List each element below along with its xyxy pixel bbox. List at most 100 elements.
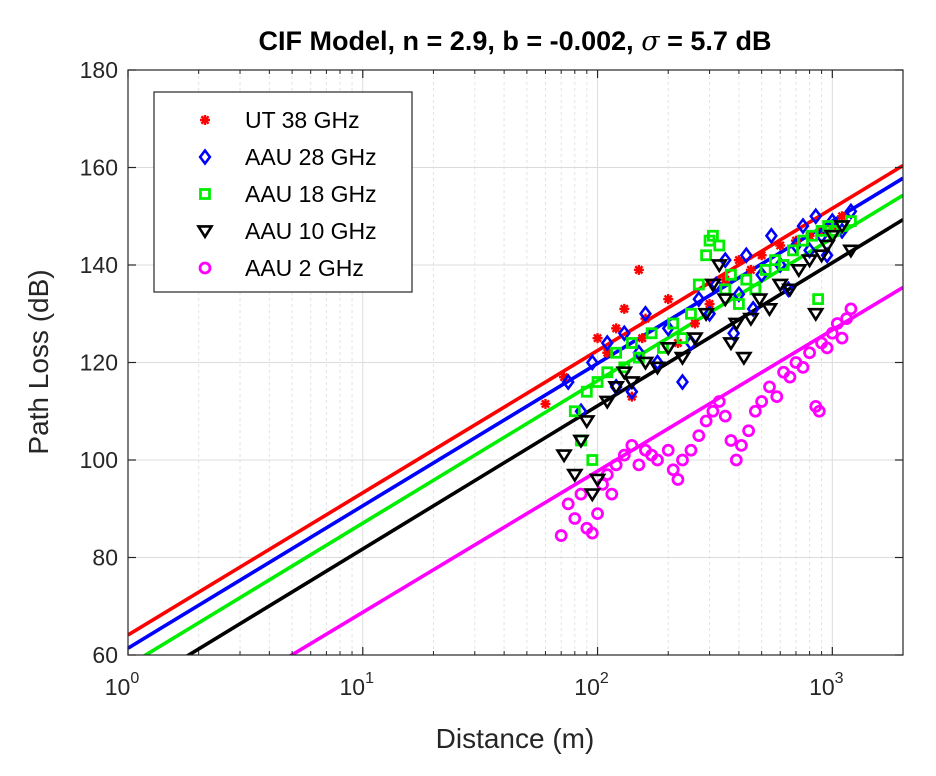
data-point: [636, 356, 655, 371]
data-point: [712, 395, 726, 408]
data-point: [725, 268, 737, 281]
x-tick-label: 100: [105, 670, 140, 700]
fit-line: [128, 164, 903, 637]
data-point: [673, 351, 692, 366]
data-point: [689, 318, 700, 329]
data-point: [598, 395, 617, 410]
y-tick-label: 100: [80, 447, 118, 473]
data-point: [812, 293, 825, 306]
data-point: [844, 302, 858, 316]
y-tick-label: 80: [92, 545, 118, 571]
data-point: [820, 246, 834, 264]
data-point: [592, 333, 603, 344]
data-point: [840, 312, 853, 326]
data-point: [633, 264, 644, 275]
data-point: [610, 346, 623, 359]
data-point: [729, 453, 743, 467]
chart-title-suffix: = 5.7 dB: [667, 26, 771, 56]
data-point: [842, 244, 860, 259]
y-tick-label: 140: [80, 252, 118, 278]
data-point: [716, 293, 735, 308]
data-point: [675, 373, 689, 391]
data-point: [740, 273, 753, 286]
legend-label: UT 38 GHz: [245, 107, 360, 133]
data-point: [588, 473, 607, 488]
y-axis-label: Path Loss (dB): [23, 269, 54, 454]
data-point: [800, 254, 819, 269]
data-point: [605, 487, 619, 501]
data-point: [703, 305, 717, 323]
data-point: [823, 229, 842, 245]
data-point: [659, 342, 678, 357]
data-point: [742, 424, 756, 438]
data-point: [775, 240, 786, 251]
data-point: [722, 337, 740, 352]
data-point: [692, 290, 706, 308]
data-point: [830, 317, 844, 330]
data-point: [764, 227, 778, 245]
data-point: [600, 334, 614, 352]
legend-entry: AAU 2 GHz: [198, 255, 364, 281]
legend-box: [153, 91, 413, 293]
data-point: [697, 307, 715, 323]
data-point: [601, 366, 614, 379]
data-point: [574, 487, 588, 501]
data-point: [661, 319, 675, 338]
axes-frame: [127, 69, 904, 656]
data-point: [796, 217, 810, 235]
data-point: [586, 454, 599, 466]
data-point: [742, 312, 760, 327]
data-point: [666, 463, 680, 477]
data-point: [724, 434, 738, 447]
data-point: [645, 327, 658, 340]
data-point: [661, 443, 675, 457]
data-point: [540, 398, 551, 409]
data-point: [638, 305, 652, 323]
data-point: [739, 246, 753, 264]
data-point: [745, 264, 756, 275]
data-point: [685, 307, 697, 320]
data-point: [735, 351, 753, 366]
data-point: [803, 346, 816, 360]
data-point: [818, 239, 836, 254]
data-point: [554, 529, 568, 542]
x-tick-label: 101: [340, 670, 375, 700]
data-point: [692, 278, 705, 291]
data-point: [619, 303, 630, 314]
y-tick-label: 180: [80, 57, 118, 83]
data-point: [667, 317, 680, 330]
data-point: [783, 370, 797, 384]
data-point: [648, 361, 667, 376]
data-point: [671, 473, 685, 486]
data-point: [756, 250, 767, 261]
data-point: [735, 438, 748, 452]
data-point: [568, 405, 581, 418]
data-point: [773, 256, 787, 274]
data-point: [617, 324, 631, 342]
data-point: [796, 360, 810, 374]
data-point: [733, 255, 744, 266]
data-point: [760, 303, 779, 318]
x-tick-labels: 100 101 102 103: [105, 670, 844, 700]
x-axis-label: Distance (m): [436, 723, 595, 754]
legend-marker: [200, 115, 210, 125]
data-point: [837, 211, 848, 222]
data-point: [591, 507, 604, 521]
data-point: [676, 332, 689, 345]
data-point: [617, 448, 631, 462]
data-point: [651, 453, 664, 467]
scatter-points: [540, 202, 860, 542]
fit-line: [142, 193, 903, 655]
chart-title-main: CIF Model, n = 2.9, b = -0.002,: [259, 26, 634, 56]
series-points: [555, 220, 860, 503]
data-point: [781, 283, 799, 298]
data-point: [692, 429, 706, 443]
data-point: [684, 443, 698, 457]
data-point: [686, 332, 704, 347]
data-point: [699, 414, 713, 428]
legend-marker: [199, 188, 211, 200]
data-point: [777, 259, 790, 271]
chart-title: CIF Model, n = 2.9, b = -0.002, σ = 5.7 …: [259, 26, 772, 57]
data-point: [561, 373, 575, 391]
data-point: [623, 376, 641, 391]
